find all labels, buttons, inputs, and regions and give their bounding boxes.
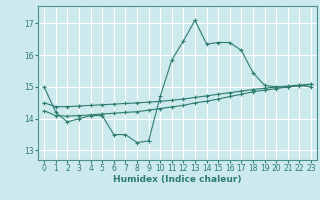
X-axis label: Humidex (Indice chaleur): Humidex (Indice chaleur) [113, 175, 242, 184]
